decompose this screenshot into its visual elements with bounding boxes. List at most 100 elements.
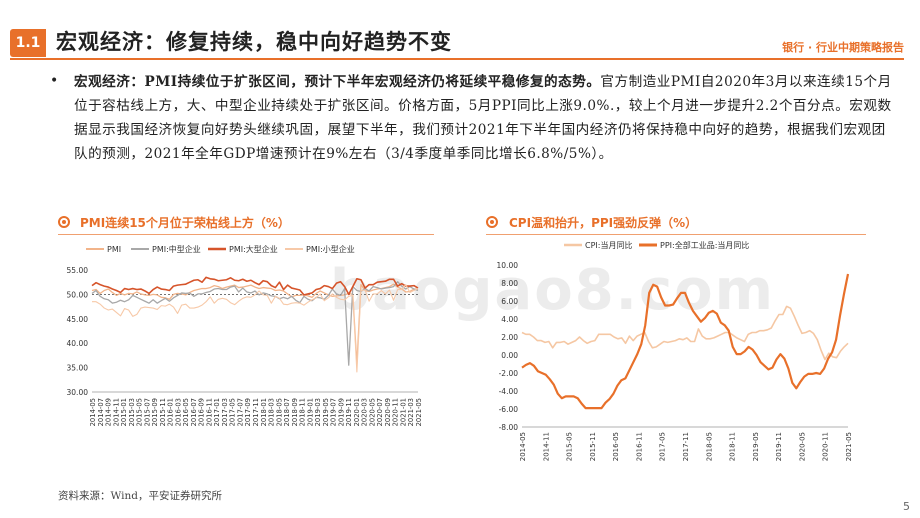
chart2-title: CPI温和抬升，PPI强劲反弹（%）	[509, 216, 698, 230]
legend-label: PPI:全部工业品:当月同比	[660, 240, 749, 250]
x-tick-label: 2019-05	[752, 432, 760, 461]
x-tick-label: 2016-11	[205, 398, 213, 426]
summary-text: 官方制造业PMI自2020年3月以来连续15个月位于容枯线上方，大、中型企业持续…	[74, 74, 892, 162]
x-tick-label: 2020-11	[392, 398, 400, 426]
x-tick-label: 2015-03	[128, 398, 136, 426]
x-tick-label: 2019-07	[330, 398, 338, 426]
y-tick-label: 2.00	[501, 333, 518, 342]
x-tick-label: 2019-11	[775, 432, 783, 461]
x-tick-label: 2017-03	[221, 398, 229, 426]
legend-label: PMI:大型企业	[229, 244, 278, 254]
page-title: 宏观经济：修复持续，稳中向好趋势不变	[56, 30, 452, 54]
x-tick-label: 2014-11	[112, 398, 120, 426]
x-tick-label: 2016-07	[190, 398, 198, 426]
x-tick-label: 2018-11	[299, 398, 307, 426]
x-tick-label: 2017-07	[236, 398, 244, 426]
x-tick-label: 2018-01	[260, 398, 268, 426]
x-tick-label: 2014-05	[519, 432, 527, 461]
legend-label: PMI:小型企业	[306, 244, 355, 254]
x-tick-label: 2017-05	[659, 432, 667, 461]
cpi-ppi-line-chart: 10.00 8.00 6.00 4.00 2.00 0.00 -2.00 -4.00 -6.00…	[497, 240, 853, 461]
x-tick-label: 2016-09	[198, 398, 206, 426]
series-line	[91, 276, 419, 296]
x-tick-label: 2019-03	[314, 398, 322, 426]
source-note: 资料来源：Wind，平安证券研究所	[58, 490, 222, 502]
y-tick-label: -6.00	[499, 405, 519, 414]
x-tick-label: 2018-09	[291, 398, 299, 426]
x-tick-label: 2017-05	[229, 398, 237, 426]
y-tick-label: 4.00	[501, 315, 518, 324]
x-tick-label: 2015-09	[151, 398, 159, 426]
y-tick-label: 40.00	[67, 339, 89, 348]
x-tick-label: 2017-09	[244, 398, 252, 426]
x-tick-label: 2014-09	[105, 398, 113, 426]
y-tick-label: -2.00	[499, 369, 519, 378]
x-tick-label: 2015-05	[566, 432, 574, 461]
x-tick-label: 2021-05	[415, 398, 423, 426]
report-breadcrumb: 银行 · 行业中期策略报告	[782, 41, 904, 54]
x-tick-label: 2017-01	[213, 398, 221, 426]
x-tick-label: 2016-03	[174, 398, 182, 426]
y-tick-label: 50.00	[67, 290, 89, 299]
section-number-badge: 1.1	[10, 29, 46, 57]
summary-lead: 宏观经济：PMI持续位于扩张区间，预计下半年宏观经济仍将延续平稳修复的态势。	[74, 74, 601, 90]
series-line	[92, 284, 419, 373]
x-tick-label: 2020-05	[368, 398, 376, 426]
x-tick-label: 2020-11	[822, 432, 830, 461]
y-tick-label: -4.00	[499, 387, 519, 396]
bullet-marker: •	[50, 73, 59, 89]
series-line	[91, 281, 419, 366]
y-tick-label: 6.00	[501, 297, 518, 306]
y-tick-label: -8.00	[499, 423, 519, 432]
x-tick-label: 2019-11	[345, 398, 353, 426]
legend-label: CPI:当月同比	[585, 240, 632, 250]
x-tick-label: 2015-11	[159, 398, 167, 426]
x-tick-label: 2018-03	[268, 398, 276, 426]
x-tick-label: 2018-05	[705, 432, 713, 461]
x-tick-label: 2017-11	[252, 398, 260, 426]
y-tick-label: 30.00	[67, 388, 89, 397]
x-tick-label: 2019-09	[337, 398, 345, 426]
y-tick-label: 45.00	[67, 315, 89, 324]
chart-title-ring-icon	[58, 216, 70, 228]
x-tick-label: 2020-09	[384, 398, 392, 426]
x-tick-label: 2015-07	[143, 398, 151, 426]
header-rule	[10, 58, 904, 60]
x-tick-label: 2020-05	[798, 432, 806, 461]
chart1-title: PMI连续15个月位于荣枯线上方（%）	[80, 216, 290, 230]
x-tick-label: 2021-01	[399, 398, 407, 426]
x-tick-label: 2019-01	[306, 398, 314, 426]
x-tick-label: 2017-11	[682, 432, 690, 461]
x-tick-label: 2021-03	[407, 398, 415, 426]
legend-label: PMI	[107, 245, 121, 254]
chart-title-ring-icon	[486, 216, 498, 228]
page-number: 5	[903, 500, 910, 513]
x-tick-label: 2020-07	[376, 398, 384, 426]
x-tick-label: 2021-05	[845, 432, 853, 461]
series-line	[521, 273, 850, 410]
chart1-title-underline	[58, 234, 434, 235]
x-tick-label: 2015-01	[120, 398, 128, 426]
y-tick-label: 35.00	[67, 364, 89, 373]
y-tick-label: 55.00	[67, 266, 89, 275]
y-tick-label: 10.00	[497, 261, 519, 270]
x-tick-label: 2019-05	[322, 398, 330, 426]
x-tick-label: 2020-03	[361, 398, 369, 426]
series-line	[521, 305, 849, 361]
chart2-title-underline	[486, 234, 866, 235]
legend-label: PMI:中型企业	[152, 244, 201, 254]
summary-paragraph: 宏观经济：PMI持续位于扩张区间，预计下半年宏观经济仍将延续平稳修复的态势。官方…	[74, 70, 892, 166]
x-tick-label: 2014-11	[542, 432, 550, 461]
x-tick-label: 2016-01	[167, 398, 175, 426]
series-line	[91, 283, 419, 365]
x-tick-label: 2020-01	[353, 398, 361, 426]
x-tick-label: 2018-11	[729, 432, 737, 461]
y-tick-label: 0.00	[501, 351, 518, 360]
x-tick-label: 2015-05	[136, 398, 144, 426]
x-tick-label: 2015-11	[589, 432, 597, 461]
y-tick-label: 8.00	[501, 279, 518, 288]
x-tick-label: 2014-05	[89, 398, 97, 426]
x-tick-label: 2014-07	[97, 398, 105, 426]
x-tick-label: 2016-05	[612, 432, 620, 461]
